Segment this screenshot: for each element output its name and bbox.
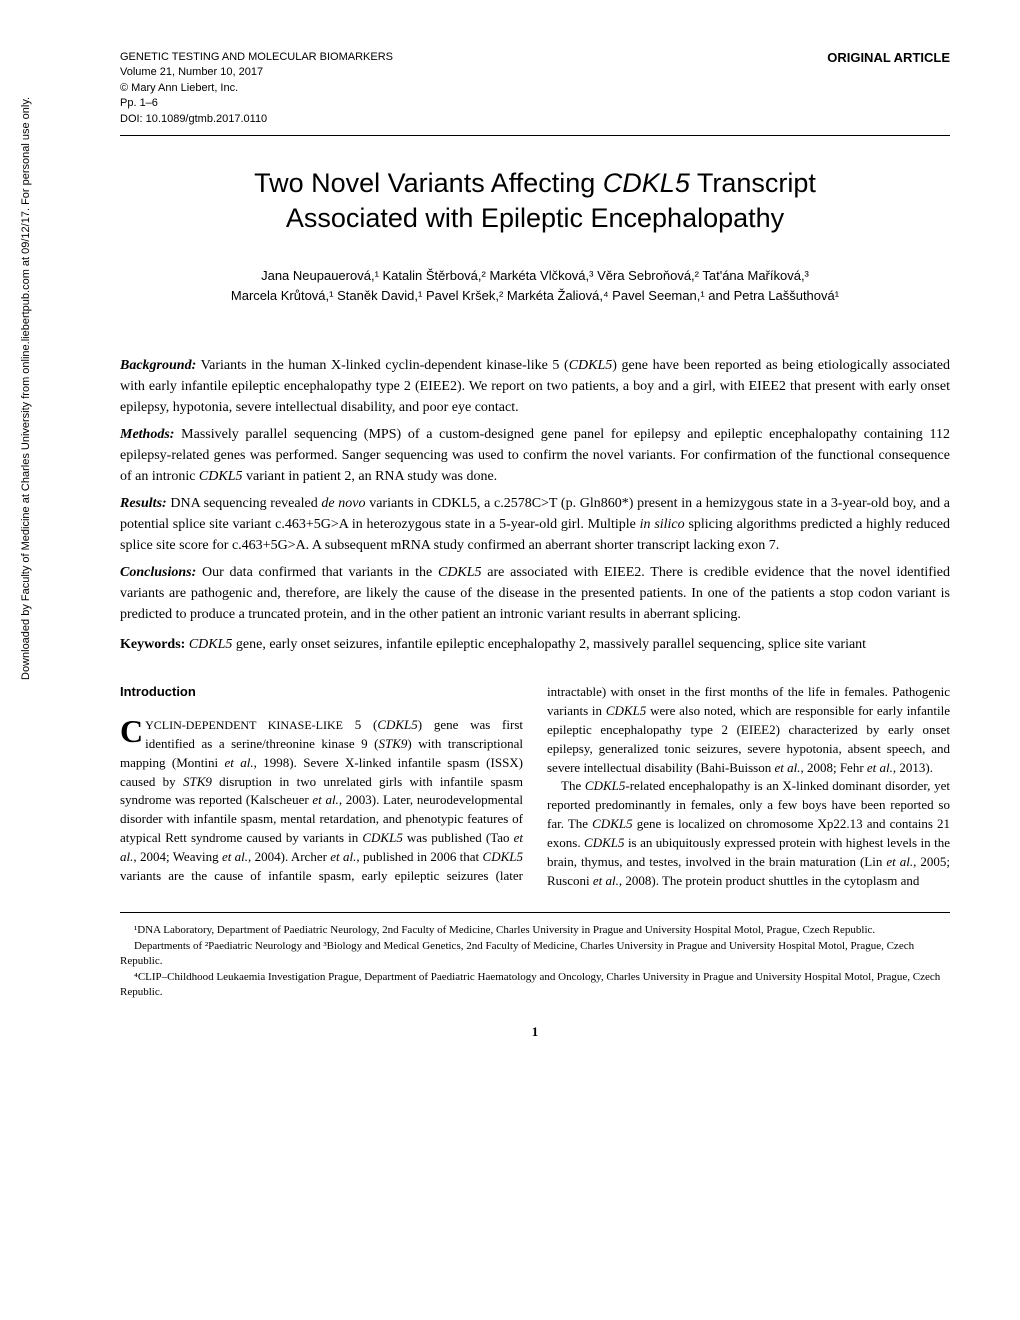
keywords-text: gene, early onset seizures, infantile ep… (232, 637, 866, 652)
gene-name: CDKL5 (483, 849, 523, 864)
journal-line: Volume 21, Number 10, 2017 (120, 65, 393, 80)
authors: Jana Neupauerová,¹ Katalin Štěrbová,² Ma… (120, 266, 950, 305)
abstract-conclusions: Conclusions: Our data confirmed that var… (120, 562, 950, 625)
italic-term: et al. (593, 873, 619, 888)
body-paragraph: The CDKL5-related encephalopathy is an X… (547, 777, 950, 890)
keywords: Keywords: CDKL5 gene, early onset seizur… (120, 637, 950, 653)
abstract-label: Methods: (120, 427, 174, 442)
title-italic: CDKL5 (603, 168, 690, 198)
title-part: Associated with Epileptic Encephalopathy (286, 203, 784, 233)
abstract-results: Results: DNA sequencing revealed de novo… (120, 493, 950, 556)
abstract-background: Background: Variants in the human X-link… (120, 355, 950, 418)
body-columns: Introduction CYCLIN-DEPENDENT KINASE-LIK… (120, 683, 950, 890)
dropcap: C (120, 718, 143, 745)
header-row: GENETIC TESTING AND MOLECULAR BIOMARKERS… (120, 50, 950, 127)
abstract-label: Results: (120, 496, 167, 511)
abstract-label: Conclusions: (120, 565, 196, 580)
journal-info: GENETIC TESTING AND MOLECULAR BIOMARKERS… (120, 50, 393, 127)
gene-name: STK9 (183, 774, 212, 789)
gene-name: CDKL5 (569, 358, 613, 373)
affiliations: ¹DNA Laboratory, Department of Paediatri… (120, 923, 950, 1000)
abstract-text: DNA sequencing revealed (167, 496, 322, 511)
italic-term: et al. (886, 854, 913, 869)
abstract-label: Background: (120, 358, 196, 373)
page-number: 1 (120, 1024, 950, 1040)
body-text: , published in 2006 that (356, 849, 482, 864)
footer-divider (120, 912, 950, 913)
authors-line: Jana Neupauerová,¹ Katalin Štěrbová,² Ma… (120, 266, 950, 286)
title-part: Transcript (690, 168, 816, 198)
authors-line: Marcela Krůtová,¹ Staněk David,¹ Pavel K… (120, 286, 950, 306)
body-text: , 2013). (893, 760, 933, 775)
gene-name: CDKL5 (199, 469, 243, 484)
gene-name: CDKL5 (592, 816, 632, 831)
keywords-label: Keywords: (120, 637, 185, 652)
smallcaps: YCLIN-DEPENDENT KINASE-LIKE (145, 718, 343, 732)
abstract-methods: Methods: Massively parallel sequencing (… (120, 424, 950, 487)
journal-line: GENETIC TESTING AND MOLECULAR BIOMARKERS (120, 50, 393, 65)
body-text: The (561, 778, 585, 793)
italic-term: et al. (312, 792, 338, 807)
journal-line: DOI: 10.1089/gtmb.2017.0110 (120, 112, 393, 127)
title-part: Two Novel Variants Affecting (254, 168, 603, 198)
abstract-text: Variants in the human X-linked cyclin-de… (196, 358, 568, 373)
journal-line: Pp. 1–6 (120, 96, 393, 111)
body-text: was published (Tao (403, 830, 514, 845)
body-text: , 2008; Fehr (800, 760, 866, 775)
italic-term: de novo (321, 496, 365, 511)
journal-line: © Mary Ann Liebert, Inc. (120, 81, 393, 96)
article-title: Two Novel Variants Affecting CDKL5 Trans… (120, 166, 950, 236)
body-text: , 2004). Archer (248, 849, 330, 864)
body-text: , 2004; Weaving (133, 849, 222, 864)
gene-name: CDKL5 (606, 703, 646, 718)
affiliation: ⁴CLIP–Childhood Leukaemia Investigation … (120, 970, 950, 1001)
abstract-text: variant in patient 2, an RNA study was d… (243, 469, 498, 484)
body-text: 5 ( (343, 717, 377, 732)
gene-name: CDKL5 (584, 835, 624, 850)
section-heading: Introduction (120, 683, 523, 702)
gene-name: CDKL5 (189, 637, 233, 652)
italic-term: et al. (774, 760, 800, 775)
download-notice: Downloaded by Faculty of Medicine at Cha… (20, 97, 32, 680)
italic-term: et al. (222, 849, 248, 864)
article-type: ORIGINAL ARTICLE (827, 50, 950, 65)
italic-term: in silico (640, 517, 685, 532)
gene-name: STK9 (379, 736, 408, 751)
italic-term: et al. (225, 755, 254, 770)
gene-name: CDKL5 (377, 717, 417, 732)
abstract-text: Our data confirmed that variants in the (196, 565, 438, 580)
gene-name: CDKL5 (438, 565, 482, 580)
italic-term: et al. (330, 849, 356, 864)
affiliation: ¹DNA Laboratory, Department of Paediatri… (120, 923, 950, 938)
body-text: , 2008). The protein product shuttles in… (619, 873, 920, 888)
gene-name: CDKL5 (362, 830, 402, 845)
header-divider (120, 135, 950, 136)
italic-term: et al. (867, 760, 893, 775)
gene-name: CDKL5 (585, 778, 625, 793)
affiliation: Departments of ²Paediatric Neurology and… (120, 939, 950, 970)
